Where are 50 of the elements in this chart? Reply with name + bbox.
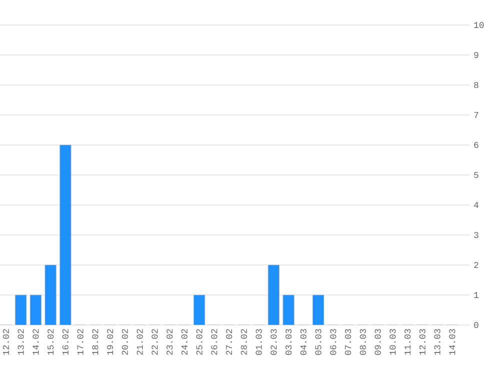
bar	[282, 294, 294, 325]
y-tick-label: 6	[474, 142, 478, 148]
bar	[268, 264, 280, 325]
y-tick-label: 7	[474, 112, 478, 118]
x-tick-label: 18.02	[92, 329, 98, 355]
x-tick-label: 07.03	[345, 329, 352, 355]
x-tick-label: 01.03	[256, 329, 262, 355]
x-tick-label: 11.03	[404, 329, 411, 355]
bar	[30, 294, 42, 325]
x-tick-label: 27.02	[226, 329, 232, 355]
x-tick-label: 10.03	[390, 329, 396, 355]
x-tick-label: 05.03	[315, 329, 322, 355]
x-tick-label: 28.02	[240, 329, 247, 355]
x-tick-label: 23.02	[166, 329, 173, 355]
y-tick-label: 10	[474, 22, 484, 28]
y-tick-label: 4	[474, 202, 478, 208]
bar	[15, 294, 27, 325]
y-tick-label: 2	[474, 262, 478, 268]
x-tick-label: 14.03	[449, 329, 456, 355]
x-tick-label: 24.02	[181, 329, 188, 355]
x-tick-label: 06.03	[330, 329, 336, 355]
x-tick-label: 21.02	[136, 329, 143, 355]
x-tick-label: 16.02	[62, 329, 68, 355]
bar	[194, 294, 206, 325]
y-tick-label: 8	[474, 82, 478, 88]
y-tick-label: 3	[474, 232, 478, 238]
bar	[60, 144, 72, 325]
y-tick-label: 0	[474, 322, 478, 328]
bar	[44, 264, 56, 325]
y-tick-label: 5	[474, 172, 478, 178]
x-tick-label: 13.02	[18, 329, 24, 355]
x-tick-label: 13.03	[434, 329, 440, 355]
x-tick-label: 25.02	[196, 329, 202, 355]
bar	[312, 294, 324, 325]
x-tick-label: 08.03	[360, 329, 366, 355]
x-tick-label: 17.02	[77, 329, 84, 355]
x-tick-label: 04.03	[300, 329, 306, 355]
x-tick-label: 12.02	[2, 329, 9, 355]
x-tick-label: 14.02	[32, 329, 39, 355]
y-tick-label: 9	[474, 52, 478, 58]
x-tick-label: 22.02	[152, 329, 158, 355]
x-tick-label: 15.02	[48, 329, 54, 355]
x-tick-label: 03.03	[286, 329, 292, 355]
x-tick-label: 09.03	[374, 329, 381, 355]
x-tick-label: 20.02	[122, 329, 128, 355]
x-tick-label: 12.03	[419, 329, 426, 355]
x-tick-label: 26.02	[211, 329, 218, 355]
y-tick-label: 1	[474, 292, 478, 298]
x-tick-label: 02.03	[270, 329, 277, 355]
x-tick-label: 19.02	[107, 329, 114, 355]
